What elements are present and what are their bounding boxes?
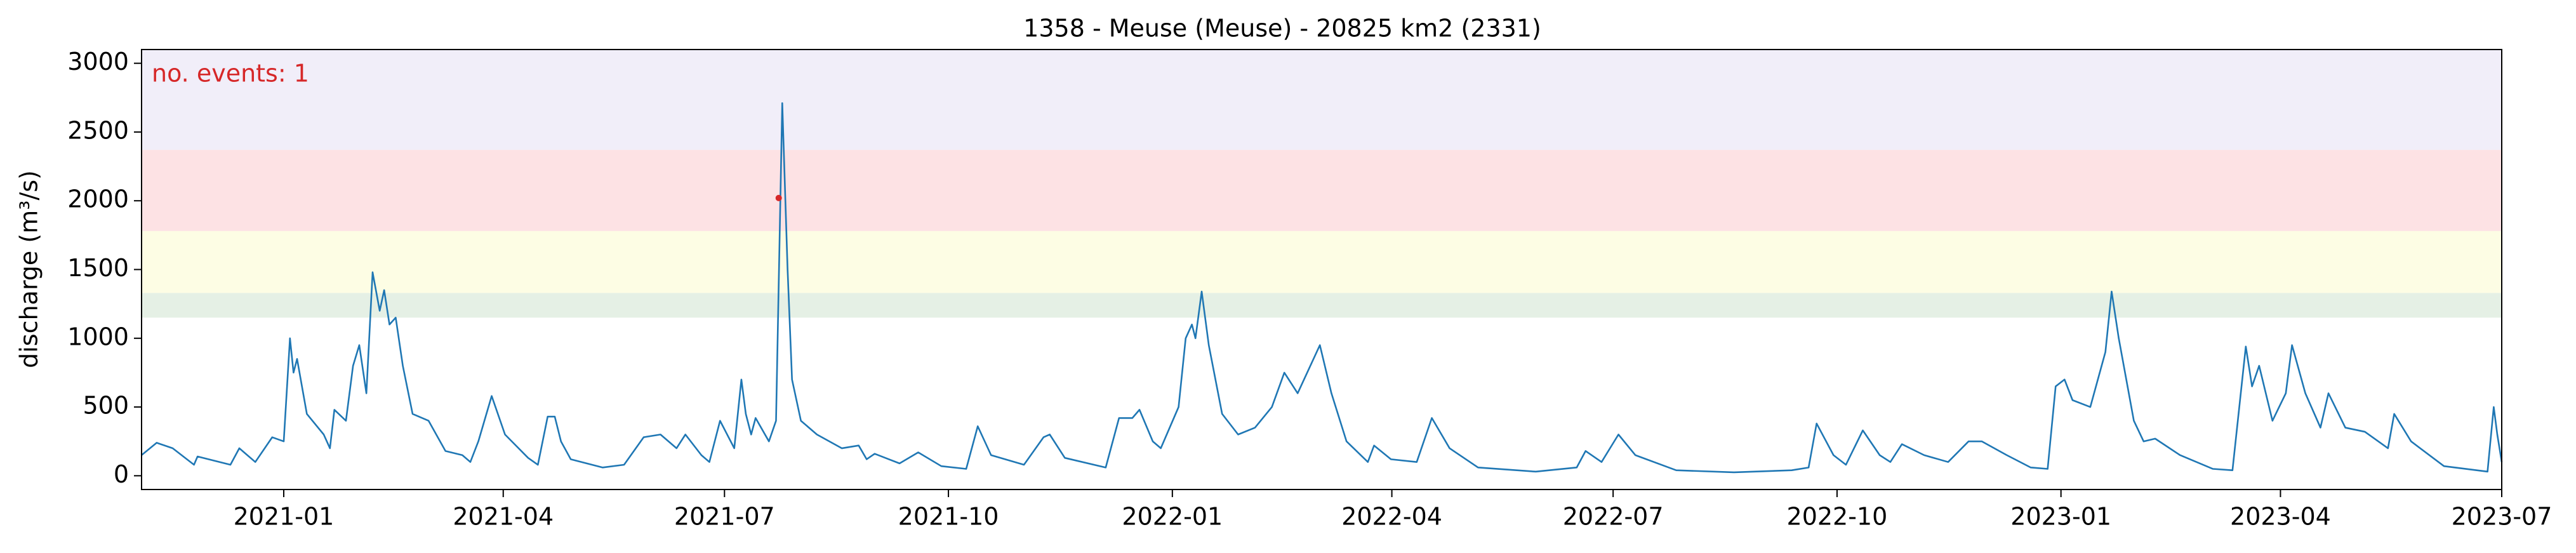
x-tick-label: 2022-07	[1563, 503, 1664, 531]
threshold-band	[142, 150, 2502, 231]
y-axis-label: discharge (m³/s)	[15, 170, 43, 368]
x-tick-label: 2021-04	[453, 503, 554, 531]
x-tick-label: 2023-01	[2010, 503, 2111, 531]
plot-frame	[141, 49, 2502, 490]
y-tick-label: 2500	[67, 116, 129, 144]
x-tick-label: 2021-01	[234, 503, 335, 531]
y-tick-label: 0	[114, 460, 129, 488]
x-tick-label: 2022-04	[1341, 503, 1442, 531]
x-tick-label: 2022-01	[1122, 503, 1223, 531]
y-tick-label: 2000	[67, 185, 129, 213]
x-tick-label: 2023-04	[2230, 503, 2331, 531]
threshold-band	[142, 230, 2502, 293]
y-tick-label: 1000	[67, 323, 129, 350]
x-tick-label: 2021-07	[674, 503, 775, 531]
chart-title: 1358 - Meuse (Meuse) - 20825 km2 (2331)	[1023, 15, 1541, 43]
y-tick-label: 3000	[67, 48, 129, 76]
y-tick-label: 1500	[67, 254, 129, 282]
x-tick-label: 2022-10	[1787, 503, 1888, 531]
y-tick-label: 500	[83, 392, 129, 420]
event-marker	[775, 194, 782, 201]
discharge-line	[141, 102, 2503, 474]
threshold-band	[142, 293, 2502, 318]
annotation: no. events: 1	[152, 60, 309, 88]
threshold-band	[142, 50, 2502, 150]
x-tick-label: 2021-10	[898, 503, 999, 531]
x-tick-label: 2023-07	[2452, 503, 2553, 531]
